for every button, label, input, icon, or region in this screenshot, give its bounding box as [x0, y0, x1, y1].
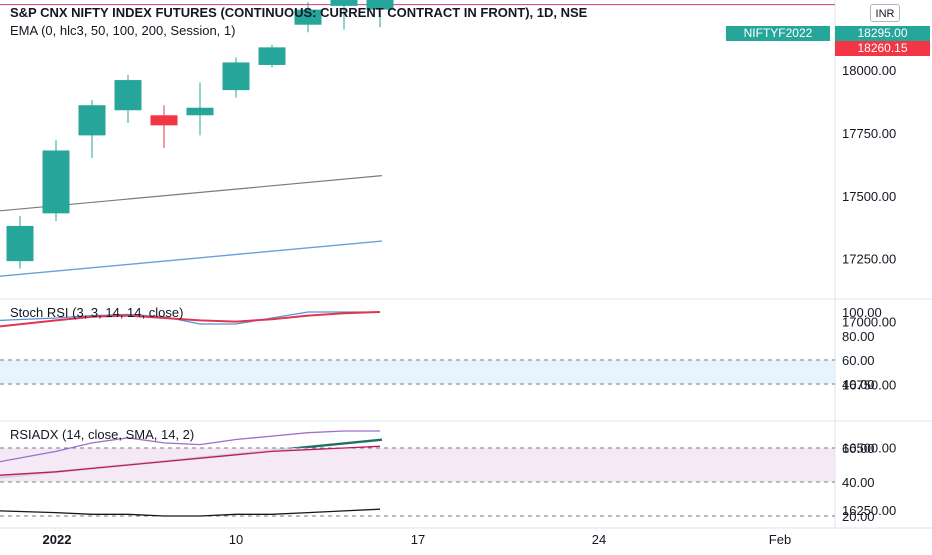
- ema-legend[interactable]: EMA (0, hlc3, 50, 100, 200, Session, 1): [10, 23, 236, 38]
- time-tick-label: 10: [229, 532, 243, 547]
- price-tick-label: 16750.00: [842, 377, 896, 392]
- rsiadx-band: [0, 448, 835, 482]
- candle-body[interactable]: [258, 47, 286, 65]
- rsiadx-tick-label: 40.00: [842, 475, 875, 490]
- rsiadx-series-line: [0, 445, 381, 476]
- price-tick-label: 17000.00: [842, 315, 896, 330]
- rsiadx-series-line: [0, 430, 380, 463]
- candle-body[interactable]: [42, 150, 70, 214]
- chart-title: S&P CNX NIFTY INDEX FUTURES (CONTINUOUS:…: [10, 5, 588, 20]
- currency-button[interactable]: INR: [870, 4, 900, 22]
- candle-body[interactable]: [150, 115, 178, 126]
- last-price-label: 18295.00: [835, 26, 930, 41]
- price-tick-label: 17250.00: [842, 252, 896, 267]
- stoch-series-line: [0, 311, 380, 325]
- candle-body[interactable]: [186, 107, 214, 116]
- candle-body[interactable]: [294, 9, 322, 25]
- rsiadx-tick-label: 20.00: [842, 509, 875, 524]
- candle-body[interactable]: [114, 80, 142, 111]
- ema-line-2: [0, 240, 383, 277]
- price-tick-label: 17750.00: [842, 126, 896, 141]
- rsiadx-legend[interactable]: RSIADX (14, close, SMA, 14, 2): [10, 427, 195, 442]
- time-tick-label: 2022: [43, 532, 72, 547]
- candle-body[interactable]: [222, 62, 250, 91]
- stoch-band: [0, 360, 835, 384]
- price-tick-label: 18000.00: [842, 63, 896, 78]
- candle-body[interactable]: [330, 0, 358, 6]
- candle-body[interactable]: [78, 105, 106, 136]
- price-tick-label: 16250.00: [842, 503, 896, 518]
- stoch-rsi-legend[interactable]: Stoch RSI (3, 3, 14, 14, close): [10, 305, 184, 320]
- stoch-tick-label: 40.00: [842, 377, 875, 392]
- live-price-label: 18260.15: [835, 41, 930, 56]
- stoch-tick-label: 60.00: [842, 353, 875, 368]
- candle-body[interactable]: [6, 225, 34, 262]
- time-tick-label: Feb: [769, 532, 791, 547]
- price-tick-label: 16500.00: [842, 440, 896, 455]
- time-tick-label: 24: [592, 532, 606, 547]
- stoch-tick-label: 100.00: [842, 305, 882, 320]
- time-tick-label: 17: [411, 532, 425, 547]
- stoch-series-line: [0, 311, 381, 328]
- stoch-tick-label: 80.00: [842, 329, 875, 344]
- price-tick-label: 17500.00: [842, 189, 896, 204]
- rsiadx-series-line: [0, 508, 381, 517]
- rsiadx-tick-label: 60.00: [842, 441, 875, 456]
- symbol-price-label: NIFTYF2022: [726, 26, 830, 41]
- candle-body[interactable]: [366, 0, 394, 10]
